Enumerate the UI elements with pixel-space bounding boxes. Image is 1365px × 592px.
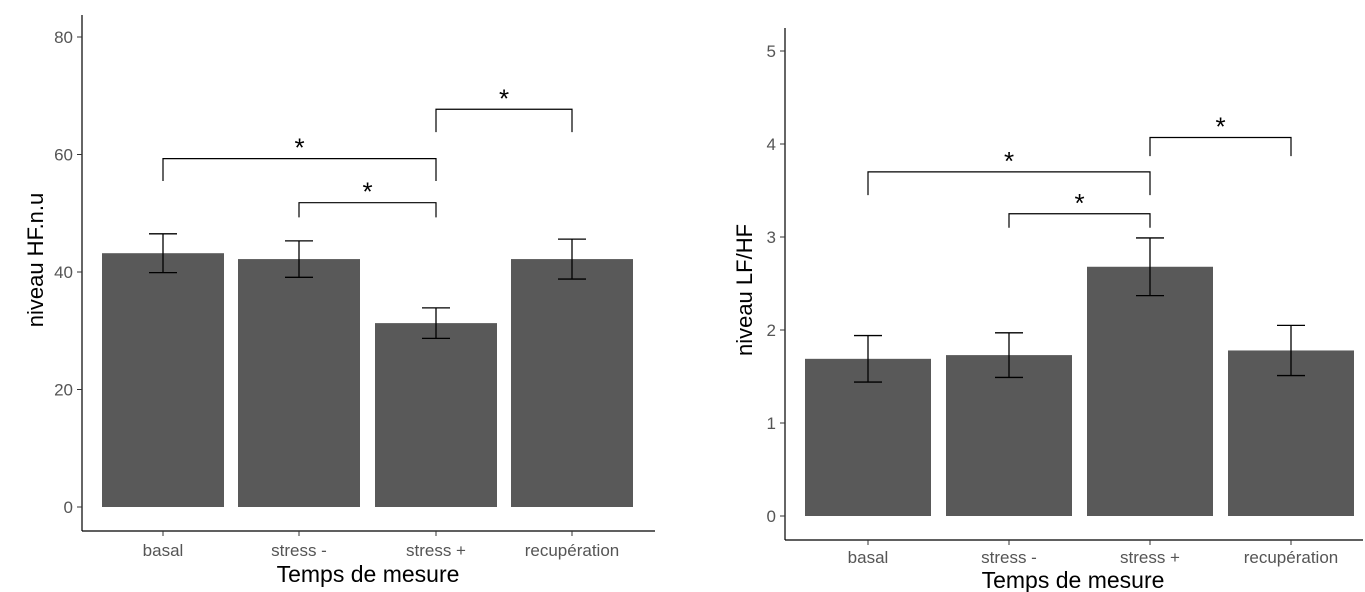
significance-star: * [1074, 188, 1084, 218]
y-tick-label: 2 [767, 321, 776, 340]
bar [238, 259, 360, 507]
significance-star: * [1215, 111, 1225, 141]
chart-1: 0 20 40 60 80 basal stress - stress + recupérati… [23, 15, 655, 587]
bar [805, 358, 931, 516]
x-tick-label: stress + [406, 541, 466, 560]
significance-star: * [294, 133, 304, 163]
y-tick-label: 0 [767, 507, 776, 526]
bar [1087, 266, 1213, 516]
significance-bracket [162, 158, 437, 181]
bar [1228, 350, 1354, 516]
x-tick-label: stress + [1120, 548, 1180, 567]
significance-bracket [435, 108, 573, 133]
y-tick-label: 1 [767, 414, 776, 433]
x-tick-label: recupération [1244, 548, 1339, 567]
y-tick-label: 5 [767, 42, 776, 61]
chart-2: 0 1 2 3 4 5 basal stress - stress + recupération *… [732, 28, 1363, 592]
x-tick-label: basal [143, 541, 184, 560]
x-tick-label: basal [848, 548, 889, 567]
bar [375, 323, 497, 507]
x-axis-label: Temps de mesure [982, 567, 1165, 592]
bar [946, 355, 1072, 516]
y-tick-label: 4 [767, 135, 776, 154]
y-tick-label: 60 [54, 146, 73, 165]
bar [102, 253, 224, 507]
significance-star: * [362, 177, 372, 207]
significance-bracket [298, 202, 437, 218]
y-tick-label: 40 [54, 263, 73, 282]
y-axis-label: niveau LF/HF [732, 224, 757, 356]
significance-bracket [867, 171, 1151, 196]
x-tick-label: recupération [525, 541, 620, 560]
significance-bracket [1008, 213, 1151, 228]
y-axis-label: niveau HF.n.u [23, 193, 48, 328]
significance-star: * [1004, 146, 1014, 176]
y-tick-label: 0 [64, 498, 73, 517]
y-tick-label: 80 [54, 28, 73, 47]
significance-bracket [1149, 136, 1292, 157]
significance-star: * [499, 83, 509, 113]
x-tick-label: stress - [981, 548, 1037, 567]
y-tick-label: 20 [54, 381, 73, 400]
y-tick-label: 3 [767, 228, 776, 247]
x-tick-label: stress - [271, 541, 327, 560]
bar [511, 259, 633, 507]
x-axis-label: Temps de mesure [277, 561, 460, 587]
